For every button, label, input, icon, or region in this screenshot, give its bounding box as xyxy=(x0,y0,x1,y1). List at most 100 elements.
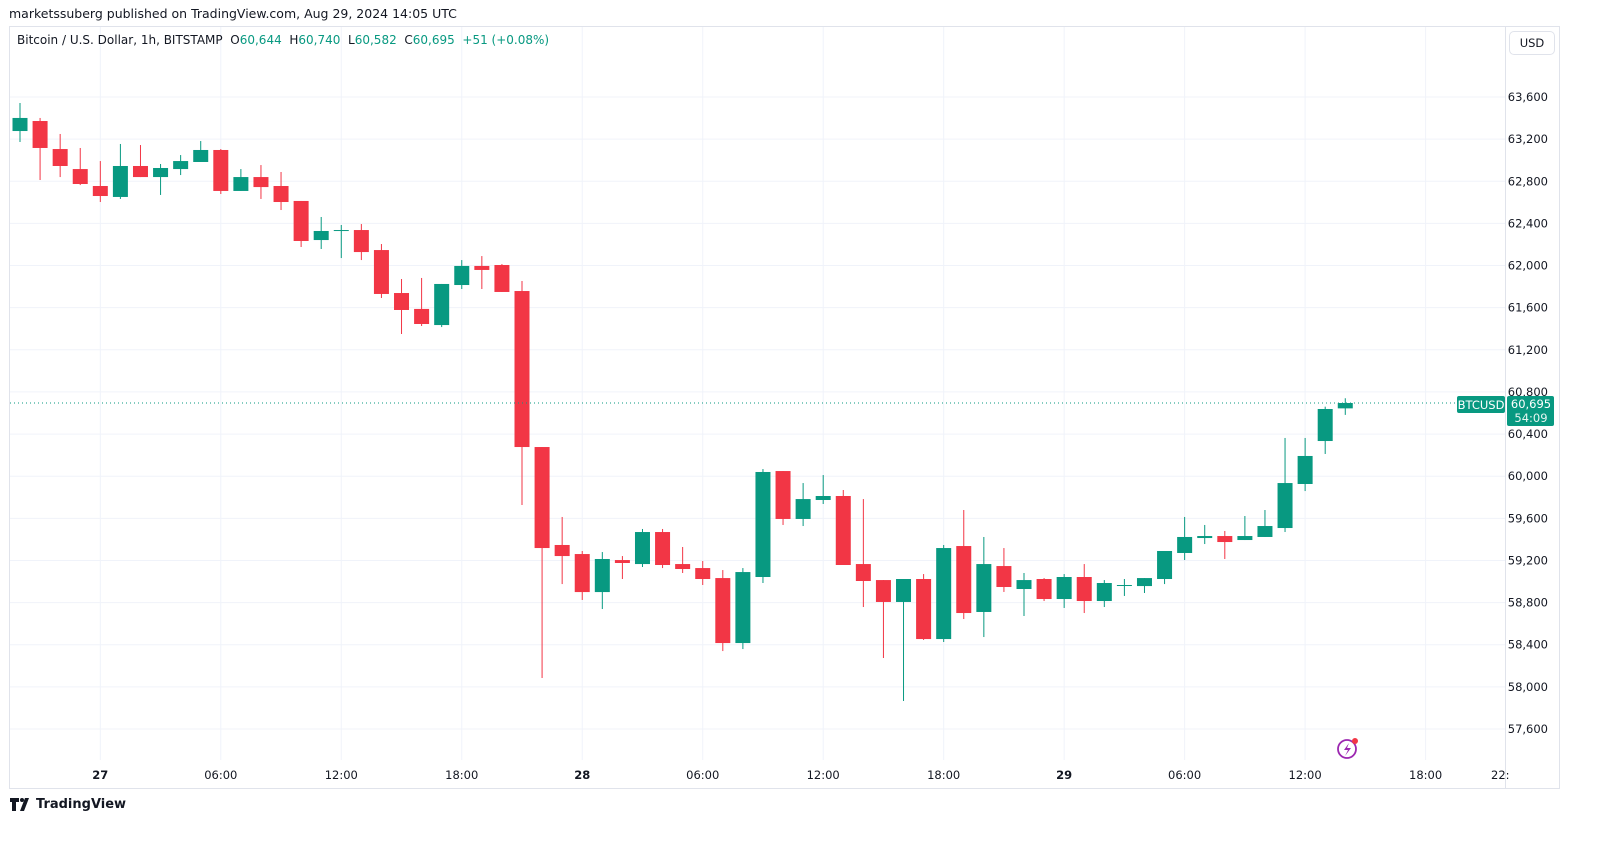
candle-body xyxy=(313,230,329,241)
candle-body xyxy=(875,580,891,602)
candle-body xyxy=(976,564,992,612)
candle-body xyxy=(1217,536,1233,543)
price-tag-value: 60,695 xyxy=(1511,397,1551,411)
candle xyxy=(1237,516,1253,541)
price-tick-label: 60,800 xyxy=(1508,385,1548,399)
candle-body xyxy=(273,186,289,203)
candle-body xyxy=(112,165,128,197)
alert-icon[interactable] xyxy=(1337,738,1358,759)
high-value: 60,740 xyxy=(298,33,341,47)
publisher-line: marketssuberg published on TradingView.c… xyxy=(9,6,457,21)
candle-body xyxy=(353,230,369,253)
candle xyxy=(614,556,630,580)
candle-body xyxy=(1297,455,1313,484)
candle-body xyxy=(1337,402,1353,409)
candle-body xyxy=(574,554,590,593)
candle-body xyxy=(494,265,510,292)
tradingview-logo[interactable]: TradingView xyxy=(10,797,126,812)
candle xyxy=(132,145,148,178)
candle-body xyxy=(916,579,932,640)
candle-body xyxy=(815,496,831,501)
price-tick-label: 59,600 xyxy=(1508,511,1548,525)
price-tick-label: 62,000 xyxy=(1508,259,1548,273)
candle-body xyxy=(1277,483,1293,529)
candles xyxy=(12,103,1353,701)
candle xyxy=(1217,530,1233,559)
candle-body xyxy=(173,161,189,170)
candle-body xyxy=(1237,536,1253,541)
candle xyxy=(735,568,751,650)
candle-body xyxy=(554,544,570,557)
candle xyxy=(1257,510,1273,537)
candle-body xyxy=(32,121,48,148)
candle-body xyxy=(394,293,410,310)
candle xyxy=(454,260,470,290)
candle xyxy=(72,147,88,186)
candle-body xyxy=(634,532,650,565)
price-tick-label: 61,600 xyxy=(1508,301,1548,315)
candle xyxy=(253,165,269,199)
price-tick-label: 63,600 xyxy=(1508,90,1548,104)
candle-body xyxy=(52,149,68,166)
candle-body xyxy=(795,499,811,519)
candle-body xyxy=(1197,536,1213,539)
candle-body xyxy=(936,548,952,640)
candle xyxy=(173,155,189,176)
candle xyxy=(655,528,671,569)
candle xyxy=(333,224,349,259)
open-value: 60,644 xyxy=(239,33,282,47)
candle-body xyxy=(373,250,389,294)
candle-body xyxy=(1136,578,1152,587)
candle xyxy=(213,149,229,195)
candle xyxy=(1036,578,1052,602)
time-tick-label: 29 xyxy=(1056,768,1072,782)
time-tick-label: 12:00 xyxy=(325,768,358,782)
candle xyxy=(414,277,430,326)
candle xyxy=(1277,437,1293,533)
candle-body xyxy=(454,265,470,286)
candle-body xyxy=(1096,583,1112,602)
symbol-tag xyxy=(1457,396,1505,413)
price-tick-label: 60,000 xyxy=(1508,469,1548,483)
close-label: C xyxy=(404,33,413,47)
candle-body xyxy=(293,200,309,241)
time-tick-label: 18:00 xyxy=(445,768,478,782)
candle xyxy=(715,570,731,652)
candle xyxy=(875,580,891,659)
candle xyxy=(1116,579,1132,596)
price-tick-label: 62,800 xyxy=(1508,174,1548,188)
candle-body xyxy=(1317,408,1333,442)
candle-body xyxy=(213,149,229,191)
currency-button[interactable]: USD xyxy=(1509,31,1555,55)
candle-body xyxy=(474,265,490,270)
candle xyxy=(92,161,108,203)
price-axis: 63,600 63,200 62,800 62,400 62,000 61,600 61,2… xyxy=(1508,90,1548,736)
candle xyxy=(574,550,590,600)
candle-body xyxy=(1257,526,1273,537)
candle-body xyxy=(594,558,610,593)
candle xyxy=(695,560,711,586)
candle xyxy=(1197,524,1213,545)
candle xyxy=(1177,516,1193,561)
candle xyxy=(1136,578,1152,594)
candle-body xyxy=(735,572,751,644)
candle xyxy=(1096,580,1112,608)
open-label: O xyxy=(230,33,240,47)
candle xyxy=(1076,564,1092,614)
time-tick-label: 06:00 xyxy=(686,768,719,782)
change-value: +51 (+0.08%) xyxy=(462,33,550,47)
candle xyxy=(112,143,128,199)
candle xyxy=(1317,406,1333,454)
price-tag xyxy=(1507,396,1554,426)
candle-body xyxy=(253,177,269,188)
time-tick-label: 22: xyxy=(1491,768,1510,782)
candle xyxy=(193,141,209,162)
close-value: 60,695 xyxy=(412,33,455,47)
symbol-legend: Bitcoin / U.S. Dollar, 1h, BITSTAMP O60,… xyxy=(17,33,549,47)
price-tick-label: 59,200 xyxy=(1508,553,1548,567)
candle xyxy=(514,281,530,506)
candle-body xyxy=(1116,585,1132,587)
time-tick-label: 12:00 xyxy=(807,768,840,782)
candle xyxy=(1016,573,1032,616)
